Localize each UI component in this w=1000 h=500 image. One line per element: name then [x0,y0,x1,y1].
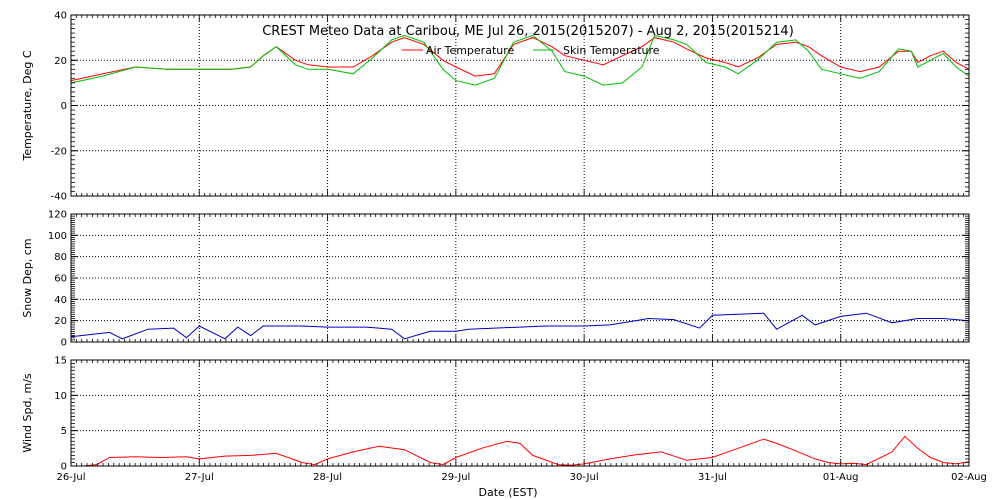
panel-frame [70,359,970,467]
y-tick-label: 0 [61,462,67,473]
x-tick-label: 27-Jul [185,472,214,483]
x-tick-label: 26-Jul [57,472,86,483]
y-tick-label: 20 [54,316,67,327]
y-tick-label: -40 [51,192,67,203]
y-axis-title: Temperature, Deg C [21,50,34,161]
y-axis-title: Wind Spd, m/s [21,373,34,453]
x-tick-label: 30-Jul [570,472,599,483]
y-tick-label: 15 [54,356,67,367]
x-tick-label: 31-Jul [698,472,727,483]
y-tick-label: 10 [54,391,67,402]
x-tick-label: 28-Jul [313,472,342,483]
y-tick-label: 0 [61,101,67,112]
panel-frame [70,14,970,197]
y-axis-title: Snow Dep, cm [21,238,34,317]
x-tick-label: 02-Aug [951,472,987,483]
y-tick-label: 100 [48,231,67,242]
y-tick-label: 20 [54,56,67,67]
x-tick-label: 01-Aug [823,472,859,483]
y-tick-label: 120 [48,210,67,221]
series-line-0-1 [70,34,970,86]
y-tick-label: 60 [54,274,67,285]
y-tick-label: -20 [51,146,67,157]
chart-title: CREST Meteo Data at Caribou, ME Jul 26, … [262,24,794,39]
x-tick-label: 29-Jul [441,472,470,483]
y-tick-label: 5 [61,426,67,437]
y-tick-label: 40 [54,295,67,306]
panel-frame [70,213,970,343]
y-tick-label: 0 [61,338,67,349]
x-axis-title: Date (EST) [478,486,537,499]
series-line-2-0 [71,435,970,467]
y-tick-label: 80 [54,252,67,263]
y-tick-label: 40 [54,11,67,22]
series-line-1-0 [70,312,970,340]
legend-skin-temperature: Skin Temperature [563,44,660,57]
legend-air-temperature: Air Temperature [426,44,515,57]
series-line-0-0 [70,37,970,82]
